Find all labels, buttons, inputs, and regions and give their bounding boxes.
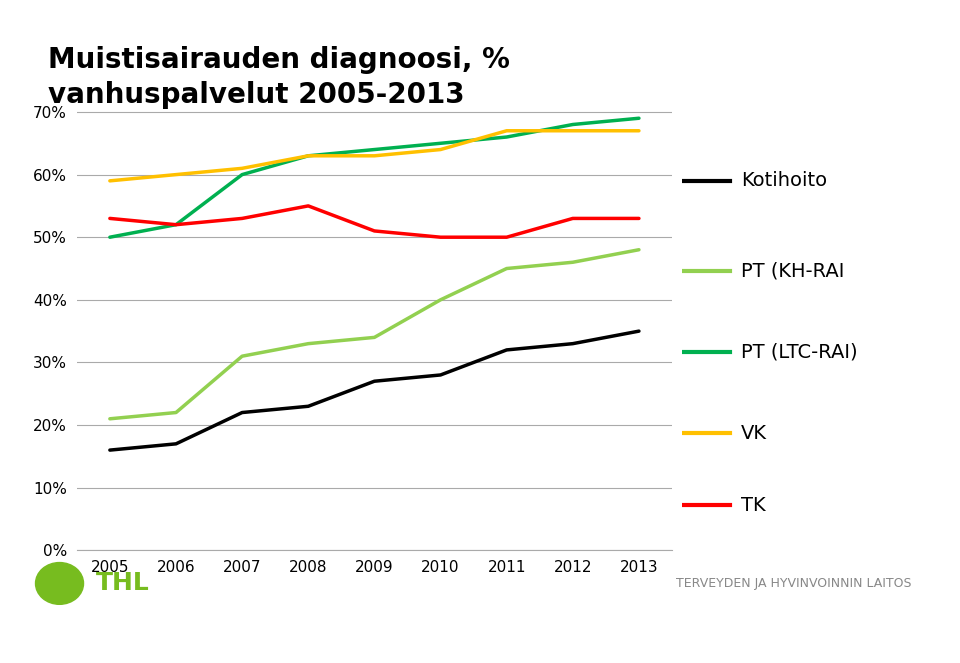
Text: TERVEYDEN JA HYVINVOINNIN LAITOS: TERVEYDEN JA HYVINVOINNIN LAITOS <box>677 577 912 590</box>
Text: THL: THL <box>96 572 150 595</box>
Text: PT (LTC-RAI): PT (LTC-RAI) <box>741 342 857 361</box>
Ellipse shape <box>36 562 84 605</box>
Text: TK: TK <box>741 496 765 514</box>
Text: 8: 8 <box>922 631 931 646</box>
Text: VK: VK <box>741 424 767 443</box>
Text: Kotihoito: Kotihoito <box>741 171 827 190</box>
Text: Esityksen nimi / Tekijä: Esityksen nimi / Tekijä <box>396 631 564 646</box>
Text: Muistisairauden diagnoosi, %
vanhuspalvelut 2005-2013: Muistisairauden diagnoosi, % vanhuspalve… <box>48 46 510 109</box>
Text: PT (KH-RAI: PT (KH-RAI <box>741 261 844 280</box>
Text: 4.10.2013: 4.10.2013 <box>29 631 106 646</box>
